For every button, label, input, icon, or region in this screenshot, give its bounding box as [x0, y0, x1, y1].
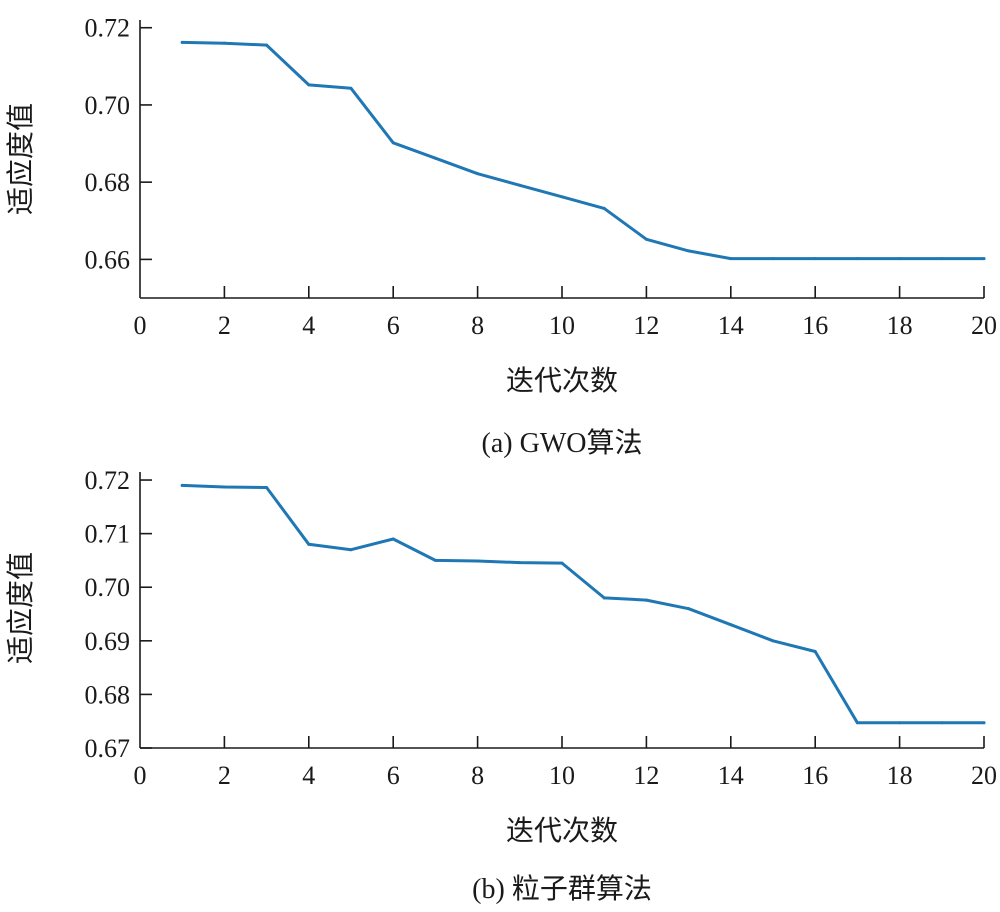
data-point	[729, 623, 733, 627]
y-tick-label: 0.71	[85, 520, 131, 549]
chart-caption: (a) GWO算法	[482, 427, 643, 459]
data-point	[349, 548, 353, 552]
data-point	[602, 596, 606, 600]
series-line-pso	[180, 483, 986, 725]
x-tick-label: 16	[802, 311, 828, 340]
data-point	[518, 561, 522, 565]
x-tick-label: 12	[633, 761, 659, 790]
x-tick-label: 4	[302, 761, 315, 790]
data-point	[307, 83, 311, 87]
data-point	[602, 206, 606, 210]
data-point	[771, 639, 775, 643]
x-tick-label: 18	[887, 761, 913, 790]
x-tick-label: 14	[718, 761, 744, 790]
data-point	[940, 257, 944, 261]
y-tick-label: 0.70	[85, 573, 131, 602]
data-point	[729, 257, 733, 261]
x-tick-label: 10	[549, 311, 575, 340]
y-axis-title: 适应度值	[4, 552, 37, 664]
x-tick-label: 20	[971, 761, 997, 790]
x-tick-label: 0	[134, 761, 147, 790]
x-tick-label: 18	[887, 311, 913, 340]
x-tick-label: 8	[471, 761, 484, 790]
y-axis-title: 适应度值	[4, 103, 37, 215]
data-point	[476, 172, 480, 176]
x-tick-label: 12	[633, 311, 659, 340]
y-tick-label: 0.67	[85, 734, 131, 763]
data-point	[644, 598, 648, 602]
data-point	[222, 41, 226, 45]
data-point	[855, 721, 859, 725]
y-tick-label: 0.72	[85, 466, 131, 495]
y-tick-label: 0.72	[85, 14, 131, 43]
data-point	[855, 257, 859, 261]
x-tick-label: 20	[971, 311, 997, 340]
data-point	[560, 195, 564, 199]
chart-caption: (b) 粒子群算法	[472, 873, 652, 905]
data-point	[180, 483, 184, 487]
series-line-gwo	[180, 40, 986, 261]
data-point	[265, 43, 269, 47]
x-axis-title: 迭代次数	[506, 364, 618, 397]
data-point	[813, 257, 817, 261]
data-point	[687, 249, 691, 253]
data-point	[476, 559, 480, 563]
data-point	[982, 721, 986, 725]
x-tick-label: 14	[718, 311, 744, 340]
chart-panel-pso: 0 2 4 6 8 10 12 14 16 18 20 0.67 0.68 0.69 0.70 0.71 0.7…	[4, 466, 997, 905]
data-point	[940, 721, 944, 725]
x-tick-label: 2	[218, 311, 231, 340]
y-tick-label: 0.68	[85, 168, 131, 197]
data-point	[813, 650, 817, 654]
data-point	[307, 542, 311, 546]
x-tick-label: 2	[218, 761, 231, 790]
chart-panel-gwo: 0 2 4 6 8 10 12 14 16 18 20 0.66 0.68 0.70 0.72 适应度值迭代次…	[4, 14, 997, 459]
data-point	[433, 558, 437, 562]
y-tick-label: 0.69	[85, 627, 131, 656]
data-point	[982, 257, 986, 261]
data-point	[349, 86, 353, 90]
y-tick-label: 0.70	[85, 91, 131, 120]
data-point	[391, 141, 395, 145]
data-point	[391, 537, 395, 541]
x-tick-label: 8	[471, 311, 484, 340]
data-point	[518, 183, 522, 187]
y-tick-label: 0.68	[85, 680, 131, 709]
data-point	[687, 607, 691, 611]
y-tick-label: 0.66	[85, 245, 131, 274]
data-point	[560, 561, 564, 565]
data-point	[898, 721, 902, 725]
x-tick-label: 4	[302, 311, 315, 340]
data-point	[898, 257, 902, 261]
data-point	[222, 485, 226, 489]
data-point	[433, 156, 437, 160]
x-axis-title: 迭代次数	[506, 814, 618, 847]
x-tick-label: 0	[134, 311, 147, 340]
data-point	[644, 237, 648, 241]
data-point	[180, 40, 184, 44]
x-tick-label: 6	[387, 761, 400, 790]
x-tick-label: 10	[549, 761, 575, 790]
data-point	[265, 486, 269, 490]
x-tick-label: 16	[802, 761, 828, 790]
x-tick-label: 6	[387, 311, 400, 340]
data-point	[771, 257, 775, 261]
